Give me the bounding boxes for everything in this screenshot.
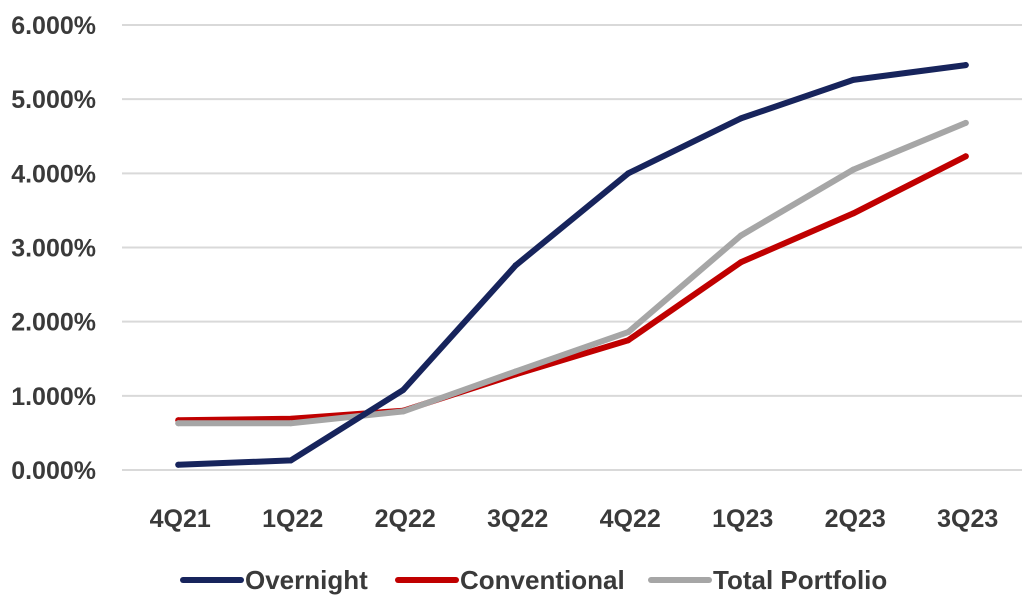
legend: Overnight Conventional Total Portfolio (180, 565, 887, 595)
x-tick-label: 1Q22 (262, 505, 323, 533)
data-point (625, 170, 632, 177)
y-axis-tick-labels: 0.000% 1.000% 2.000% 3.000% 4.000% 5.000% 6.00… (11, 12, 96, 485)
x-tick-label: 4Q22 (600, 505, 661, 533)
legend-label: Total Portfolio (713, 565, 887, 595)
data-point (625, 337, 632, 344)
data-point (962, 62, 969, 69)
data-point (175, 461, 182, 468)
data-point (850, 166, 857, 173)
legend-label: Overnight (245, 565, 368, 595)
data-point (400, 386, 407, 393)
series-line-conventional (175, 153, 969, 424)
x-tick-label: 4Q21 (150, 505, 211, 533)
x-tick-label: 3Q23 (937, 505, 998, 533)
data-point (512, 262, 519, 269)
x-tick-label: 3Q22 (487, 505, 548, 533)
series-line-overnight (175, 62, 969, 468)
x-tick-label: 2Q23 (825, 505, 886, 533)
gridlines (122, 24, 1022, 471)
data-point (512, 368, 519, 375)
y-tick-label: 3.000% (11, 235, 96, 263)
x-tick-label: 2Q22 (375, 505, 436, 533)
data-point (625, 329, 632, 336)
data-point (737, 115, 744, 122)
y-tick-label: 6.000% (11, 12, 96, 40)
y-tick-label: 5.000% (11, 86, 96, 114)
data-point (850, 210, 857, 217)
data-point (287, 457, 294, 464)
y-tick-label: 0.000% (11, 457, 96, 485)
legend-label: Conventional (460, 565, 625, 595)
data-point (962, 153, 969, 160)
data-point (287, 420, 294, 427)
y-tick-label: 1.000% (11, 383, 96, 411)
series-lines (175, 62, 969, 468)
x-axis-tick-labels: 4Q21 1Q22 2Q22 3Q22 4Q22 1Q23 2Q23 3Q23 (150, 505, 999, 533)
data-point (962, 119, 969, 126)
data-point (175, 420, 182, 427)
data-point (850, 76, 857, 83)
y-tick-label: 2.000% (11, 309, 96, 337)
series-line-total-portfolio (175, 119, 969, 427)
data-point (737, 232, 744, 239)
y-tick-label: 4.000% (11, 160, 96, 188)
x-tick-label: 1Q23 (712, 505, 773, 533)
data-point (737, 259, 744, 266)
data-point (400, 408, 407, 415)
